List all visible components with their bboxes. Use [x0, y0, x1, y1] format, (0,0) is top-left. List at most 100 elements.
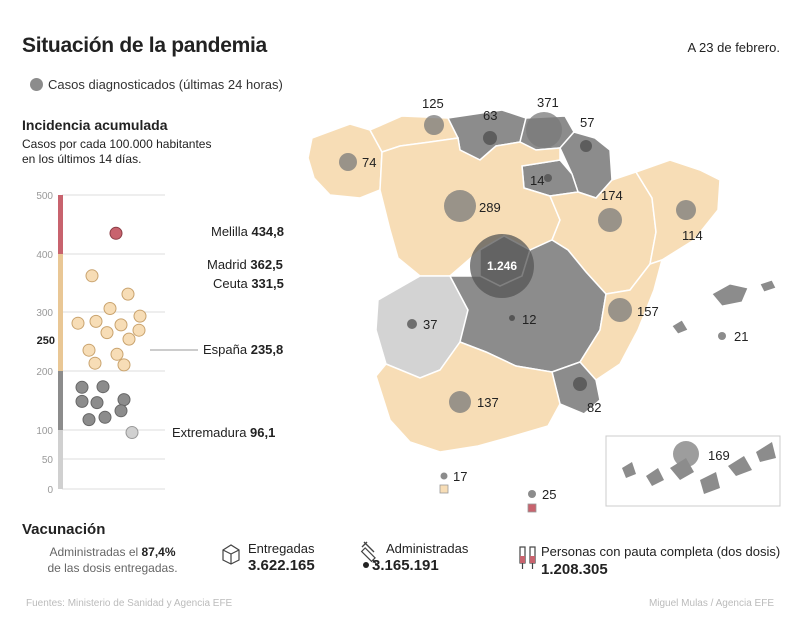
- incidence-point: [122, 332, 136, 346]
- bubble-castilla-leon: [444, 190, 476, 222]
- case-label-extremadura: 37: [423, 317, 437, 332]
- region-canarias-island-4: [700, 472, 720, 494]
- case-label-navarra: 57: [580, 115, 594, 130]
- administered-label: Administradas: [386, 541, 469, 556]
- annotation-ceuta-value: 331,5: [251, 276, 284, 291]
- incidence-point: [89, 314, 103, 328]
- incidence-point: [71, 316, 85, 330]
- bubble-andalucia: [449, 391, 471, 413]
- bubble-madrid: [470, 234, 534, 298]
- case-label-galicia: 74: [362, 155, 376, 170]
- annotation-extremadura: Extremadura 96,1: [172, 425, 275, 440]
- incidence-point: [75, 394, 89, 408]
- annotation-extremadura-value: 96,1: [250, 425, 276, 440]
- annotation-spain: España 235,8: [203, 342, 283, 357]
- incidence-point: [98, 410, 112, 424]
- tick-label-0: 0: [47, 485, 53, 496]
- annotation-melilla: Melilla 434,8: [211, 224, 284, 239]
- page-title: Situación de la pandemia: [22, 34, 267, 57]
- tick-label-50: 50: [42, 455, 54, 466]
- two-vials-icon: [519, 546, 536, 569]
- vaccination-summary-line1: Administradas el 87,4%: [40, 544, 185, 560]
- footer-credit: Miguel Mulas / Agencia EFE: [648, 598, 774, 609]
- annotation-ceuta: Ceuta 331,5: [213, 276, 284, 291]
- incidence-point-melilla: [109, 226, 123, 240]
- incidence-point-madrid: [85, 269, 99, 283]
- bubble-navarra: [580, 140, 592, 152]
- incidence-point: [96, 380, 110, 394]
- vaccination-percent: 87,4%: [141, 545, 176, 559]
- tick-label-400: 400: [36, 250, 53, 261]
- case-label-canarias: 169: [708, 448, 730, 463]
- case-label-melilla: 25: [542, 487, 556, 502]
- incidence-point: [90, 396, 104, 410]
- bubble-pais-vasco: [526, 112, 562, 148]
- incidence-point: [114, 404, 128, 418]
- band-lowest: [58, 430, 63, 489]
- incidence-point: [117, 358, 131, 372]
- bubble-canarias: [673, 441, 699, 467]
- case-label-aragon: 174: [601, 188, 623, 203]
- case-label-castilla-leon: 289: [479, 200, 501, 215]
- band-high: [58, 195, 63, 254]
- case-label-andalucia: 137: [477, 395, 499, 410]
- bubble-aragon: [598, 208, 622, 232]
- incidence-subtitle-line1: Casos por cada 100.000 habitantes: [22, 137, 212, 151]
- tick-label-500: 500: [36, 191, 53, 202]
- case-label-castilla-la-mancha: 12: [522, 312, 536, 327]
- case-label-cataluna: 114: [682, 228, 703, 243]
- vaccination-summary-pre: Administradas el: [49, 545, 142, 559]
- bubble-asturias: [424, 115, 444, 135]
- case-label-cantabria: 63: [483, 108, 497, 123]
- bubble-cataluna: [676, 200, 696, 220]
- delivered-value: 3.622.165: [248, 557, 315, 574]
- incidence-points: [71, 226, 147, 439]
- incidence-point-extremadura: [125, 426, 139, 439]
- incidence-point: [82, 413, 96, 427]
- annotation-extremadura-name: Extremadura: [172, 425, 247, 440]
- incidence-point: [100, 326, 114, 340]
- region-canarias-island-6: [756, 442, 776, 462]
- region-menorca: [759, 279, 777, 293]
- tick-label-250: 250: [37, 335, 55, 347]
- box-icon: [222, 544, 240, 565]
- annotation-madrid: Madrid 362,5: [207, 257, 283, 272]
- incidence-point: [133, 309, 147, 323]
- region-ibiza: [671, 319, 689, 335]
- incidence-subtitle: Casos por cada 100.000 habitantes en los…: [22, 137, 262, 167]
- incidence-title: Incidencia acumulada: [22, 117, 168, 133]
- spain-map: 74 125 63 371 57 14 289 174 114 1.246 37…: [307, 95, 781, 513]
- bubble-castilla-la-mancha: [509, 315, 515, 321]
- region-canarias-island-5: [728, 456, 752, 476]
- case-label-pais-vasco: 371: [537, 95, 559, 110]
- annotation-melilla-value: 434,8: [251, 224, 285, 239]
- region-canarias-island-2: [646, 468, 664, 486]
- incidence-point: [114, 318, 128, 332]
- bubble-la-rioja: [544, 174, 552, 182]
- incidence-subtitle-line2: en los últimos 14 días.: [22, 152, 142, 166]
- bubble-valencia: [608, 298, 632, 322]
- band-mid: [58, 254, 63, 371]
- date-label: A 23 de febrero.: [687, 40, 780, 55]
- incidence-point: [117, 393, 131, 407]
- bubble-cantabria: [483, 131, 497, 145]
- case-label-madrid: 1.246: [487, 259, 517, 273]
- bubble-murcia: [573, 377, 587, 391]
- region-mallorca: [711, 283, 749, 307]
- complete-value: 1.208.305: [541, 561, 608, 578]
- syringe-icon: [360, 541, 379, 568]
- case-label-ceuta: 17: [453, 469, 467, 484]
- incidence-chart: 500 400 300 250 200 100 50 0: [36, 191, 198, 496]
- case-label-valencia: 157: [637, 304, 659, 319]
- cases-legend-icon: [30, 78, 43, 91]
- cases-legend-label: Casos diagnosticados (últimas 24 horas): [48, 77, 283, 92]
- region-canarias-island-1: [622, 462, 636, 478]
- footer-source: Fuentes: Ministerio de Sanidad y Agencia…: [26, 598, 233, 609]
- tick-label-100: 100: [36, 426, 53, 437]
- incidence-point: [110, 347, 124, 361]
- incidence-point: [88, 356, 102, 370]
- case-label-asturias: 125: [422, 96, 444, 111]
- band-low: [58, 371, 63, 430]
- complete-label: Personas con pauta completa (dos dosis): [541, 544, 781, 559]
- bubble-ceuta: [440, 472, 448, 480]
